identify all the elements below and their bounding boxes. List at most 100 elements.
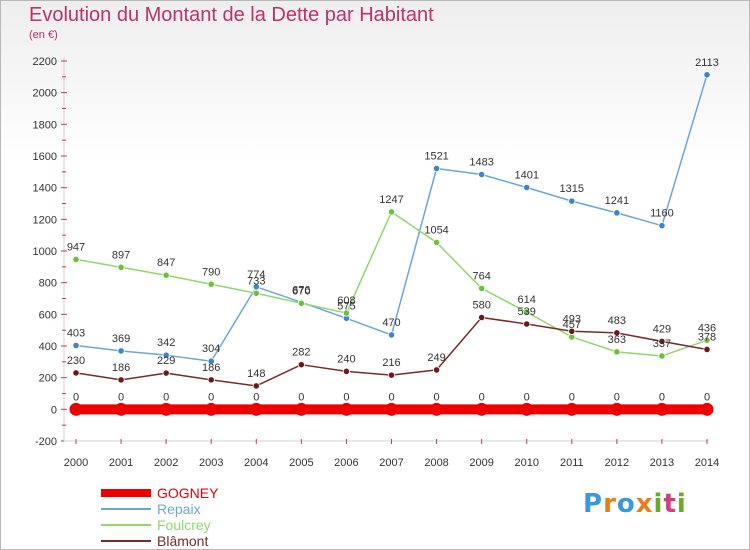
y-tick-label: 600 bbox=[39, 309, 57, 321]
data-label: 580 bbox=[472, 300, 490, 312]
data-point bbox=[703, 336, 711, 344]
data-label: 1241 bbox=[605, 195, 629, 207]
y-tick-label: 0 bbox=[51, 404, 57, 416]
data-label: 1160 bbox=[650, 208, 674, 220]
data-point bbox=[207, 280, 215, 288]
data-point bbox=[523, 183, 531, 192]
data-label: 0 bbox=[118, 391, 124, 403]
data-point bbox=[117, 376, 125, 384]
data-label: 1521 bbox=[424, 151, 448, 163]
y-tick-label: 1400 bbox=[33, 183, 57, 195]
data-point bbox=[204, 402, 218, 416]
data-label: 676 bbox=[292, 284, 310, 296]
data-point bbox=[432, 366, 441, 374]
data-label: 2113 bbox=[695, 57, 719, 69]
data-label: 470 bbox=[382, 317, 400, 329]
data-point bbox=[387, 331, 396, 339]
data-point bbox=[387, 371, 396, 379]
data-point bbox=[117, 347, 125, 355]
x-tick-label: 2007 bbox=[379, 457, 403, 469]
data-label: 0 bbox=[253, 391, 259, 403]
data-point bbox=[478, 284, 486, 292]
data-point bbox=[72, 369, 80, 377]
data-label: 670 bbox=[292, 285, 310, 297]
labels-repaix: 403 369 342 304 774 676 575 470 1521 1483 1401 1315… bbox=[67, 57, 719, 355]
data-label: 1315 bbox=[560, 183, 584, 195]
data-point bbox=[475, 402, 489, 416]
data-label: 0 bbox=[614, 391, 620, 403]
x-tick-label: 2001 bbox=[109, 457, 133, 469]
data-label: 764 bbox=[472, 270, 490, 282]
labels-foulcrey: 947 897 847 790 733 670 608 1247 1054 764 614 457 36… bbox=[67, 194, 716, 350]
data-point bbox=[342, 309, 351, 317]
data-label: 539 bbox=[518, 306, 536, 318]
data-point bbox=[207, 357, 215, 365]
data-label: 1401 bbox=[514, 170, 538, 182]
data-point bbox=[72, 255, 80, 263]
series-gogney bbox=[69, 402, 714, 416]
data-point bbox=[297, 361, 305, 369]
x-tick-label: 2004 bbox=[244, 457, 268, 469]
data-point bbox=[117, 263, 125, 271]
data-label: 0 bbox=[524, 391, 530, 403]
data-label: 403 bbox=[67, 328, 85, 340]
y-tick-label: 400 bbox=[39, 341, 57, 353]
data-point bbox=[159, 402, 173, 416]
data-label: 0 bbox=[569, 391, 575, 403]
legend-label: GOGNEY bbox=[157, 485, 219, 501]
data-label: 378 bbox=[698, 331, 716, 343]
x-tick-label: 2012 bbox=[605, 457, 629, 469]
data-label: 608 bbox=[337, 295, 355, 307]
data-label: 0 bbox=[343, 391, 349, 403]
data-point bbox=[432, 238, 441, 247]
data-point bbox=[523, 320, 531, 328]
logo-letter: P bbox=[583, 489, 604, 519]
legend-label: Repaix bbox=[157, 501, 201, 517]
x-tick-label: 2009 bbox=[469, 457, 493, 469]
data-point bbox=[568, 327, 576, 335]
data-label: 1483 bbox=[469, 157, 493, 169]
y-tick-label: 1000 bbox=[33, 246, 57, 258]
data-label: 897 bbox=[112, 249, 130, 261]
x-tick-label: 2014 bbox=[695, 457, 719, 469]
data-point bbox=[703, 345, 711, 354]
y-tick-label: 2000 bbox=[33, 88, 57, 100]
data-label: 493 bbox=[563, 313, 581, 325]
data-label: 0 bbox=[434, 391, 440, 403]
data-label: 337 bbox=[653, 338, 671, 350]
data-point bbox=[114, 402, 128, 416]
data-label: 847 bbox=[157, 257, 175, 269]
labels-blâmont: 230 186 229 186 148 282 240 216 249 580 539 493 483 4… bbox=[67, 300, 716, 380]
data-label: 363 bbox=[608, 334, 626, 346]
x-tick-label: 2013 bbox=[650, 457, 674, 469]
logo-letter: x bbox=[635, 489, 654, 519]
data-point bbox=[613, 209, 621, 217]
data-label: 429 bbox=[653, 323, 671, 335]
data-point bbox=[658, 352, 666, 360]
data-label: 0 bbox=[73, 391, 79, 403]
data-point bbox=[478, 313, 486, 322]
data-point bbox=[72, 341, 80, 350]
unit-label: (en €) bbox=[29, 29, 58, 41]
logo-letter: r bbox=[603, 489, 617, 519]
data-label: 1054 bbox=[424, 224, 448, 236]
data-point bbox=[339, 402, 353, 416]
data-point bbox=[342, 367, 351, 375]
data-label: 575 bbox=[337, 300, 355, 312]
y-tick-label: 1600 bbox=[33, 151, 57, 163]
data-label: 1247 bbox=[379, 194, 403, 206]
x-tick-label: 2003 bbox=[199, 457, 223, 469]
data-label: 240 bbox=[337, 353, 355, 365]
y-tick-label: 2200 bbox=[33, 56, 57, 68]
data-label: 733 bbox=[247, 275, 265, 287]
data-label: 436 bbox=[698, 322, 716, 334]
legend-label: Foulcrey bbox=[157, 517, 211, 533]
chart-title: Evolution du Montant de la Dette par Hab… bbox=[29, 4, 434, 26]
data-label: 304 bbox=[202, 343, 220, 355]
data-point bbox=[162, 369, 170, 377]
data-point bbox=[162, 351, 170, 359]
data-label: 457 bbox=[563, 319, 581, 331]
legend-swatch bbox=[101, 524, 151, 526]
x-tick-label: 2010 bbox=[514, 457, 538, 469]
